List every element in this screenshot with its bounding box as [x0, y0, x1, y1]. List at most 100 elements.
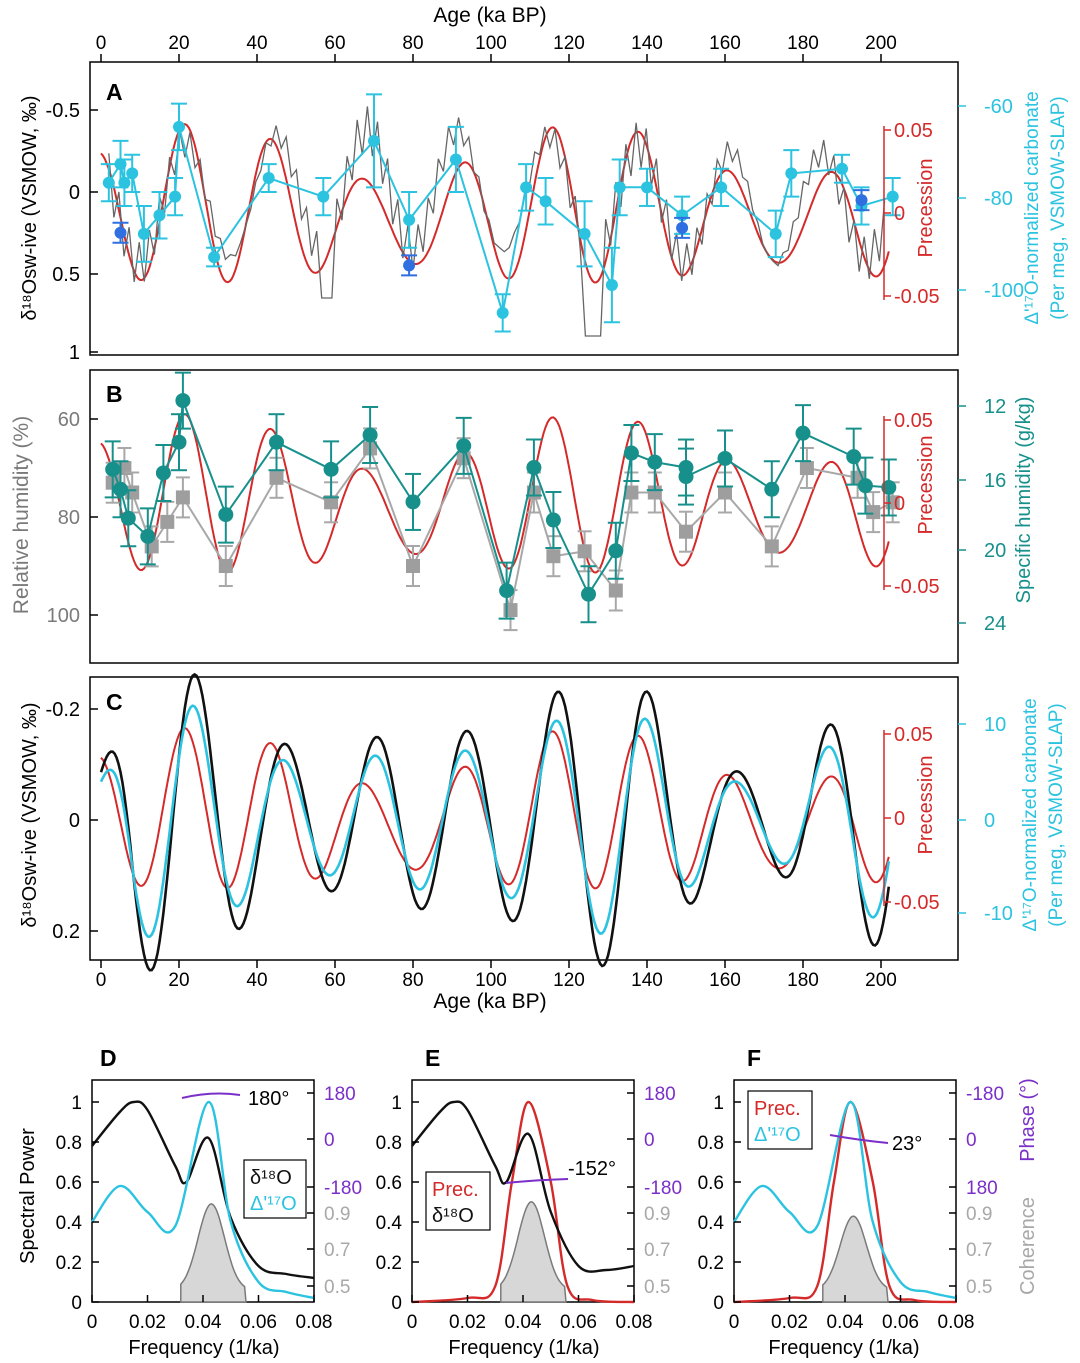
panel-a-prec-tick-label: 0 — [894, 203, 905, 225]
panel-c-d17o-line — [99, 704, 891, 939]
panel-c-left-tick-label: 0 — [69, 810, 80, 832]
panel-a-left-tick-label: 0.5 — [52, 264, 80, 286]
D_panel-freq-tick-label: 0.02 — [129, 1312, 166, 1333]
panel-b-sh-point — [120, 510, 136, 526]
panel-b-left-label: Relative humidity (%) — [10, 416, 33, 614]
panel-c-left-ticks: -0.2 0 0.2 — [46, 699, 98, 943]
panel-a-d17o-point — [520, 181, 533, 194]
D_panel-freq-tick-label: 0.04 — [185, 1312, 222, 1333]
panel-d-xlabel: Frequency (1/ka) — [128, 1337, 279, 1359]
panel-b-sh-point — [857, 478, 873, 494]
panel-a-right-label: Δ'¹⁷O-normalized carbonate — [1022, 91, 1043, 324]
panel-c-prec-tick-label: 0 — [894, 808, 905, 830]
panel-b-sh-point — [155, 465, 171, 481]
panel-b-specific-humidity-series — [104, 371, 897, 624]
panel-b-sh-point — [456, 438, 472, 454]
D_panel-legend-item-2: Δ'¹⁷O — [250, 1193, 297, 1215]
D_panel-coh-tick-label: 0.9 — [324, 1204, 350, 1225]
panel-a-d17o-point — [118, 176, 131, 189]
E_panel-coh-tick-label: 0.9 — [644, 1204, 670, 1225]
bottom-age-tick-label: 200 — [865, 970, 897, 991]
panel-b-left-tick-label: 60 — [58, 409, 80, 431]
panel-b-sh-point — [545, 512, 561, 528]
E_panel-freq-tick-label: 0.08 — [616, 1312, 653, 1333]
panel-b-sh-point — [175, 393, 191, 409]
panel-a-d17o-point — [605, 279, 618, 291]
F_panel-power-tick-label: 0.8 — [698, 1133, 724, 1154]
panel-a: A -0.5 0 0.5 1 0.05 0 -0.05 -60 -80 -100 δ¹⁸Osw… — [19, 61, 1069, 364]
D_panel-phase-tick-label: -180 — [324, 1178, 362, 1199]
spectral-power-label: Spectral Power — [17, 1128, 39, 1264]
F_panel-phase-tick-label: 180 — [966, 1178, 998, 1199]
F_panel-phase-line — [829, 1134, 889, 1144]
panel-b-rh-point — [764, 539, 779, 554]
phase-axis-label: Phase (°) — [1017, 1078, 1039, 1162]
panel-c: C -0.200.2 0.050-0.05 100-10 0 20 40 60 80 10… — [19, 672, 1067, 1013]
D_panel-spectrum-line — [91, 1100, 315, 1300]
bottom-age-tick-label: 0 — [96, 970, 107, 991]
top-axis-title: Age (ka BP) — [433, 4, 546, 27]
D_panel-legend-item-1: δ¹⁸O — [250, 1167, 292, 1189]
top-age-tick-label: 40 — [246, 33, 267, 54]
panel-a-d17o-point — [368, 134, 380, 147]
panel-b-rh-point — [647, 485, 662, 500]
D_panel-power-tick-label: 0.2 — [56, 1253, 82, 1274]
panel-b-right-tick-label: 24 — [984, 613, 1006, 635]
panel-a-d17o-point — [126, 167, 139, 180]
panel-a-right-label-2: (Per meg, VSMOW-SLAP) — [1048, 96, 1069, 319]
E_panel-power-tick-label: 0.4 — [376, 1213, 403, 1234]
panel-b-right-tick-label: 12 — [984, 396, 1006, 418]
panel-b-sh-point — [581, 586, 596, 602]
E_panel-power-tick-label: 0 — [391, 1293, 402, 1314]
F_panel-spectrum-line — [733, 1100, 957, 1300]
panel-a-d17o-point — [785, 167, 798, 180]
panel-b-sh-point — [846, 449, 862, 465]
panel-c-curves — [99, 672, 891, 972]
top-age-tick-label: 120 — [553, 33, 585, 54]
panel-b-sh-point — [140, 528, 156, 544]
panel-c-prec-label: Precession — [915, 756, 937, 855]
panel-a-d17o-point — [317, 190, 330, 203]
E_panel-legend-box — [425, 1171, 491, 1231]
panel-d: 0 0.02 0.04 0.06 0.08 0 0.2 0.4 0.6 0.8 1 180 0 -180 0… — [56, 1079, 362, 1333]
panel-b-rh-point — [577, 544, 592, 559]
panel-d-letter: D — [100, 1045, 117, 1071]
D_panel-legend-box — [243, 1159, 307, 1219]
panel-b-rh-point — [160, 514, 175, 529]
E_panel-phase-tick-label: 0 — [644, 1130, 655, 1151]
panel-b-rh-point — [406, 559, 420, 573]
panel-c-letter: C — [106, 689, 123, 715]
panel-c-right-ticks: 10 0 -10 — [958, 714, 1013, 925]
panel-a-d17o-point — [715, 181, 728, 194]
D_panel-coh-tick-label: 0.5 — [324, 1277, 350, 1298]
coherence-axis-label: Coherence — [1017, 1197, 1039, 1295]
E_panel-legend-item-1: Prec. — [432, 1179, 479, 1201]
D_panel-power-tick-label: 0.6 — [56, 1173, 82, 1194]
F_panel-coh-tick-label: 0.9 — [966, 1204, 992, 1225]
panel-c-d18o-line — [99, 672, 891, 972]
D_panel-freq-tick-label: 0 — [87, 1312, 98, 1333]
D_panel-phase-tick-label: 180 — [324, 1084, 356, 1105]
panel-b-sh-point — [105, 461, 121, 477]
F_panel-freq-tick-label: 0 — [729, 1312, 740, 1333]
top-age-tick-label: 200 — [865, 33, 897, 54]
E_panel-freq-tick-label: 0 — [407, 1312, 418, 1333]
panel-a-d17o-point — [496, 306, 509, 319]
E_panel-freq-tick-label: 0.02 — [449, 1312, 486, 1333]
F_panel-phase-label: 23° — [892, 1133, 922, 1155]
panel-b-sh-point — [526, 460, 542, 476]
panel-a-d17o-point — [137, 227, 150, 240]
panel-a-d17o-point — [641, 181, 653, 194]
bottom-age-tick-label: 60 — [324, 970, 345, 991]
panel-c-prec-tick-label: -0.05 — [894, 892, 940, 914]
E_panel-phase-tick-label: 180 — [644, 1084, 676, 1105]
panel-b-sh-line — [111, 400, 889, 597]
panel-b-rh-point — [679, 524, 693, 539]
panel-a-d17o-point — [102, 176, 115, 189]
F_panel-phase-tick-label: 0 — [966, 1130, 977, 1151]
top-age-tick-label: 180 — [787, 33, 819, 54]
panel-b-prec-tick-label: -0.05 — [894, 576, 940, 598]
panel-b-rh-point — [624, 485, 639, 500]
panel-a-d17o-point — [153, 209, 166, 222]
